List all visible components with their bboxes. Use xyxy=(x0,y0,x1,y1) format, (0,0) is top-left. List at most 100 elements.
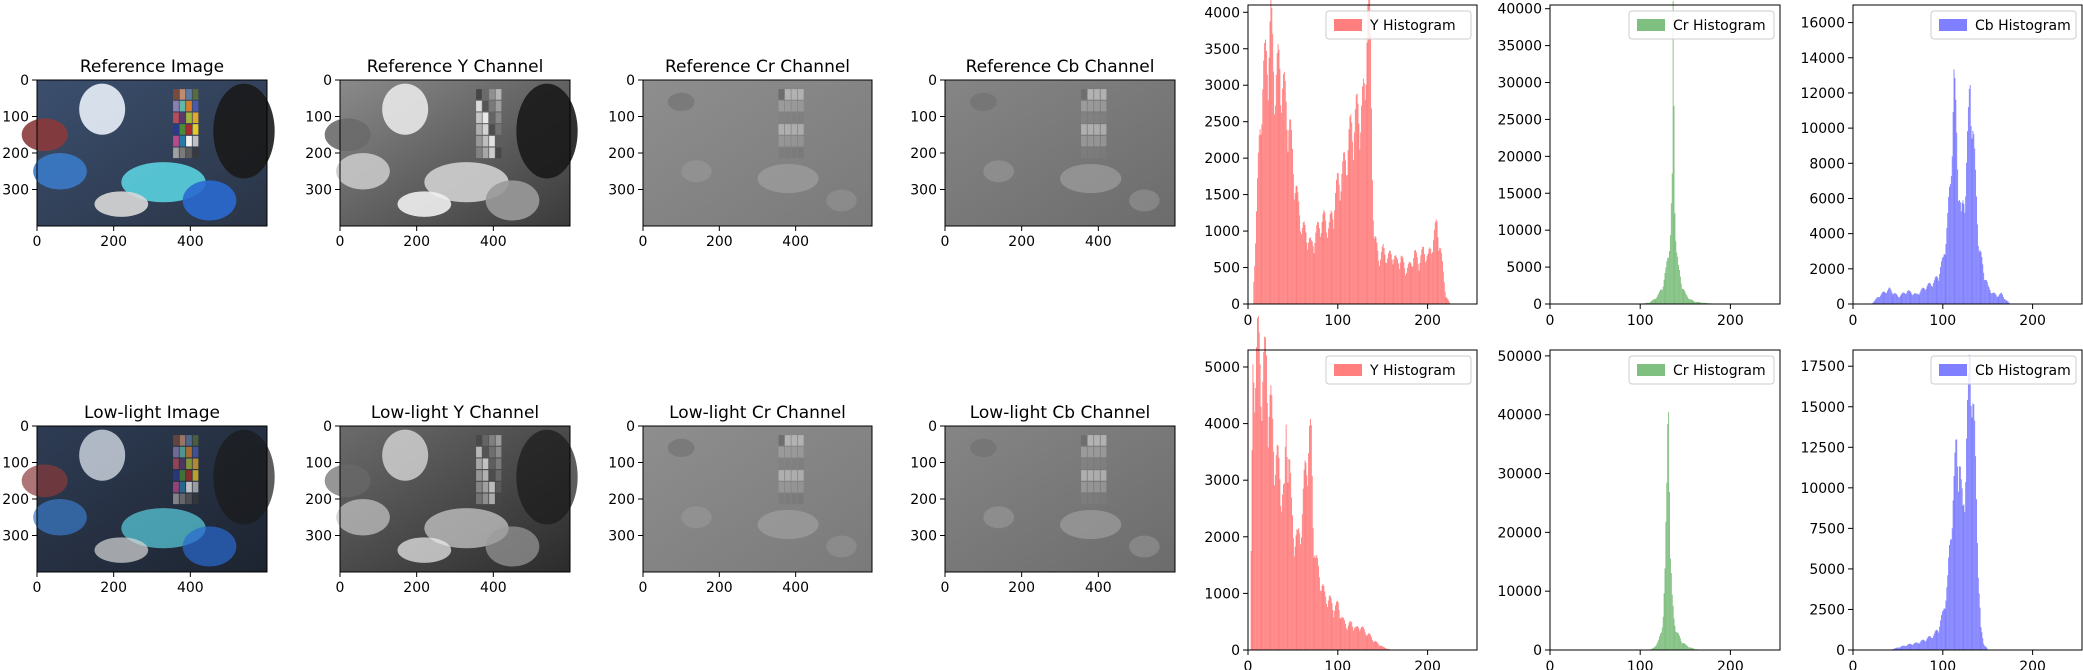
histogram-bar xyxy=(1335,193,1337,304)
histogram-bar xyxy=(1419,262,1421,304)
histogram-bar xyxy=(1877,297,1879,304)
histogram-bar xyxy=(1406,273,1407,304)
histogram-bar xyxy=(1346,175,1348,304)
checker-patch xyxy=(791,112,798,124)
histogram-bar xyxy=(1372,220,1374,304)
histogram-bar xyxy=(1905,293,1907,304)
histogram-bar xyxy=(1302,488,1304,650)
histogram-bar xyxy=(1942,256,1944,304)
histogram-bar xyxy=(1264,336,1266,650)
y-tick-label: 5000 xyxy=(1506,260,1542,276)
y-tick-label: 200 xyxy=(608,146,635,162)
checker-patch xyxy=(797,435,804,446)
histogram-bar xyxy=(1651,300,1652,304)
histogram-bar xyxy=(1260,406,1262,650)
histogram-bar xyxy=(1301,514,1303,650)
histogram-bar xyxy=(1943,253,1945,304)
histogram-bar xyxy=(1357,626,1359,650)
histogram-bar xyxy=(1925,640,1927,650)
panel-title: Low-light Cb Channel xyxy=(970,403,1151,423)
histogram-bar xyxy=(1257,316,1259,650)
checker-patch xyxy=(797,481,804,493)
histogram-bar xyxy=(1316,555,1318,650)
histogram-bar xyxy=(1948,196,1950,304)
y-tick-label: 100 xyxy=(2,456,29,472)
histogram-bar xyxy=(1655,645,1657,650)
histogram-bar xyxy=(1690,647,1692,650)
image-panel: Low-light Image 0 200 400 0 100 200 300 xyxy=(2,403,275,596)
scene-object xyxy=(983,160,1015,183)
histogram-bar xyxy=(1906,291,1908,304)
histogram-bar xyxy=(1878,296,1880,304)
histogram-bar xyxy=(1937,278,1939,304)
histogram-bar xyxy=(1288,458,1290,650)
histogram-bar xyxy=(1310,240,1312,304)
image-panel: Low-light Y Channel 0 200 400 0 100 200 300 xyxy=(305,403,578,596)
color-checker xyxy=(173,435,199,505)
histogram-bar xyxy=(1947,575,1949,650)
axes-frame xyxy=(1247,349,1478,651)
y-tick-label: 40000 xyxy=(1497,408,1542,424)
scene-object xyxy=(969,438,997,458)
checker-patch xyxy=(1100,458,1107,470)
histogram-bar xyxy=(1685,644,1687,650)
legend-box xyxy=(1628,10,1775,40)
histogram-bar xyxy=(1968,354,1970,650)
y-tick-label: 16000 xyxy=(1800,16,1845,32)
x-tick-label: 200 xyxy=(2019,659,2046,670)
histogram-bar xyxy=(1348,623,1350,650)
checker-patch xyxy=(495,493,502,505)
x-tick-label: 0 xyxy=(33,234,42,250)
histogram-bar xyxy=(1325,220,1327,304)
y-tick-label: 0 xyxy=(323,73,332,89)
histogram-bar xyxy=(1412,266,1414,304)
checker-patch xyxy=(1087,435,1094,446)
histogram-bar xyxy=(1702,302,1704,304)
x-tick-label: 0 xyxy=(1244,659,1253,670)
x-tick-label: 200 xyxy=(1414,659,1441,670)
histogram-bar xyxy=(1359,631,1361,650)
histogram-bar xyxy=(1352,141,1354,304)
histogram-bar xyxy=(1283,483,1285,650)
legend-label: Cr Histogram xyxy=(1673,363,1766,379)
scene-object xyxy=(324,464,371,498)
histogram-bar xyxy=(1387,648,1389,650)
checker-patch xyxy=(489,89,495,100)
checker-patch xyxy=(1081,435,1087,446)
histogram-bar xyxy=(1322,583,1324,650)
checker-patch xyxy=(476,481,482,493)
legend-swatch xyxy=(1334,19,1362,31)
checker-patch xyxy=(1094,493,1100,505)
y-tick-label: 17500 xyxy=(1800,359,1845,375)
checker-patch xyxy=(784,147,791,159)
histogram-bar xyxy=(1683,289,1685,304)
checker-patch xyxy=(495,470,502,481)
histogram-bar xyxy=(1698,302,1700,304)
checker-patch xyxy=(186,135,192,147)
histogram-bar xyxy=(1360,628,1362,650)
x-tick-label: 400 xyxy=(177,580,204,596)
histogram-bar xyxy=(1375,641,1377,650)
histogram-bar xyxy=(1396,257,1398,304)
checker-patch xyxy=(791,147,798,159)
histogram-bar xyxy=(1973,404,1975,650)
histogram-bar xyxy=(1399,262,1401,304)
histogram-bar xyxy=(1291,129,1293,304)
checker-patch xyxy=(179,470,186,481)
checker-patch xyxy=(179,493,186,505)
histogram-bar xyxy=(1303,221,1305,304)
histogram-bar xyxy=(1380,645,1382,650)
histogram-bar xyxy=(1339,618,1341,650)
histogram-bar xyxy=(1898,297,1900,304)
y-tick-label: 0 xyxy=(1836,297,1845,313)
checker-patch xyxy=(495,147,502,159)
y-tick-label: 200 xyxy=(910,492,937,508)
histogram-bar xyxy=(1289,119,1291,305)
histogram-bar xyxy=(1958,200,1959,304)
histogram-bar xyxy=(1377,250,1379,304)
checker-patch xyxy=(476,446,482,458)
checker-patch xyxy=(1087,470,1094,481)
histogram-bar xyxy=(1680,641,1682,650)
histogram-bar xyxy=(1949,184,1951,304)
histogram-bar xyxy=(1874,300,1876,304)
